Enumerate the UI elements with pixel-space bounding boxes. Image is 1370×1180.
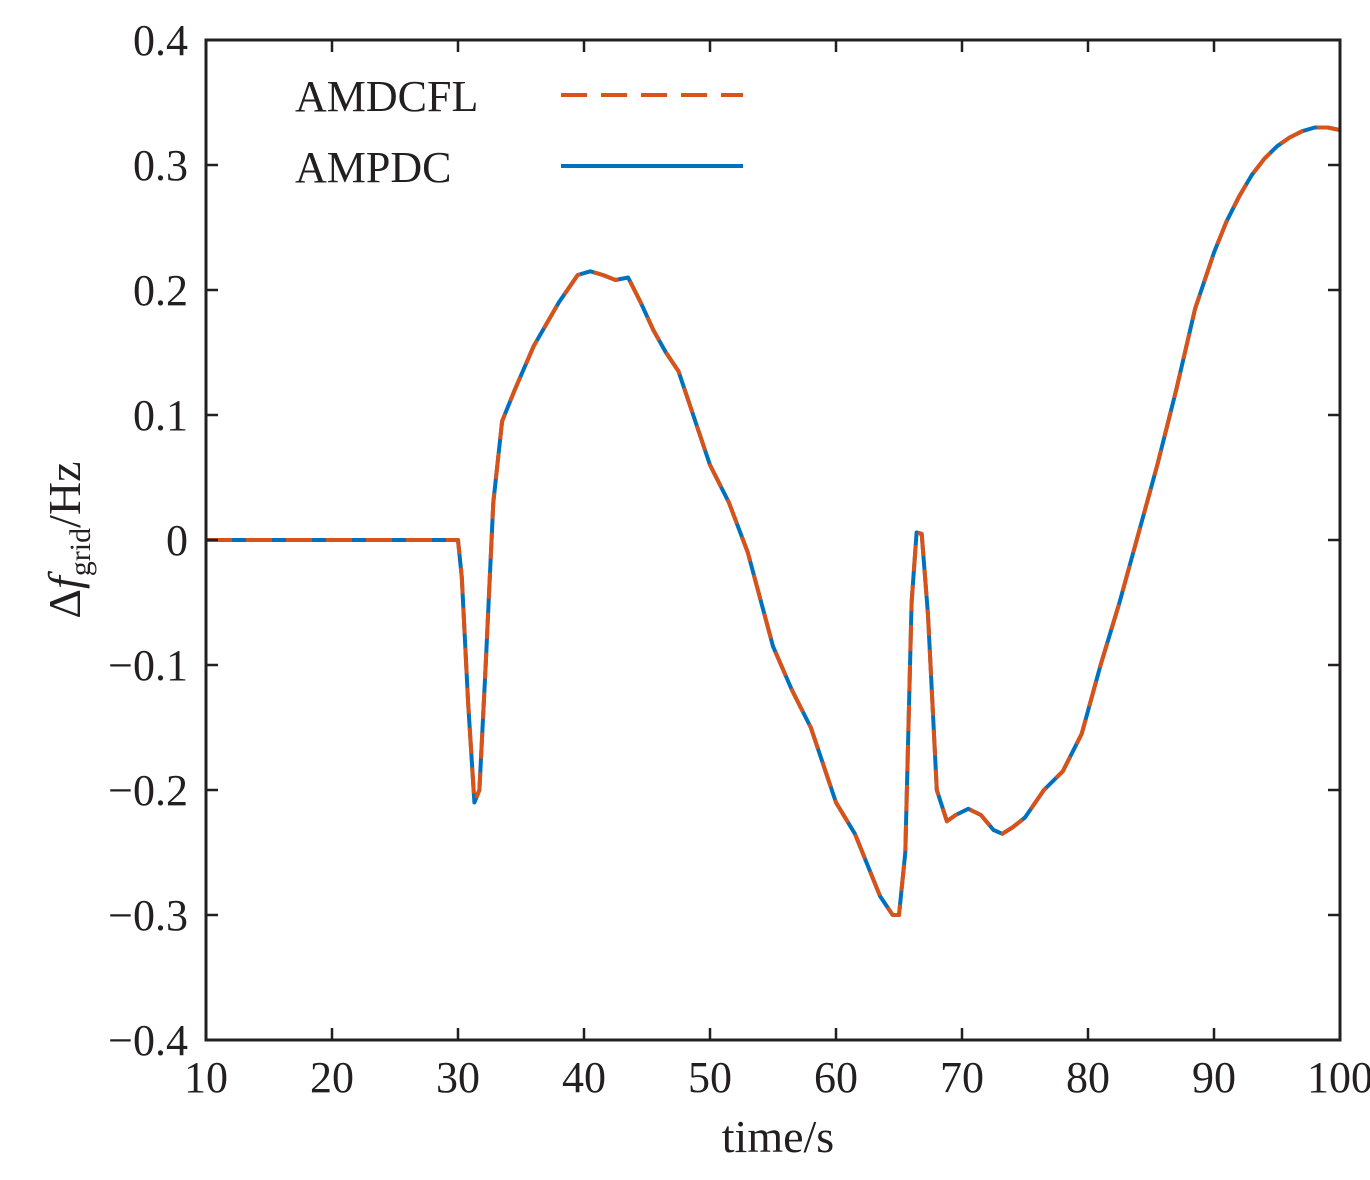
x-tick-label: 100 bbox=[1307, 1053, 1370, 1102]
plot-frame bbox=[204, 38, 1342, 1042]
y-tick-label: −0.2 bbox=[108, 766, 188, 815]
x-tick-label: 50 bbox=[688, 1053, 732, 1102]
y-tick-label: 0.1 bbox=[133, 391, 188, 440]
series-line-amdcfl bbox=[206, 125, 1341, 917]
tick-labels: 10 20 30 40 50 60 70 80 90 100 0.4 0.3 0.2 0.1 0 −0.1 −0… bbox=[108, 16, 1370, 1102]
y-tick-label: 0.3 bbox=[133, 141, 188, 190]
x-tick-label: 40 bbox=[562, 1053, 606, 1102]
y-tick-label: −0.4 bbox=[108, 1016, 188, 1065]
y-axis-title-suffix: /Hz bbox=[39, 461, 90, 527]
x-tick-label: 20 bbox=[310, 1053, 354, 1102]
x-tick-label: 30 bbox=[436, 1053, 480, 1102]
y-tick-label: 0.2 bbox=[133, 266, 188, 315]
legend-label: AMDCFL bbox=[295, 72, 478, 121]
y-axis-title-prefix: Δ bbox=[39, 589, 90, 619]
x-tick-label: 70 bbox=[940, 1053, 984, 1102]
y-tick-label: −0.3 bbox=[108, 891, 188, 940]
x-tick-label: 10 bbox=[184, 1053, 228, 1102]
x-tick-label: 90 bbox=[1192, 1053, 1236, 1102]
plot-lines bbox=[206, 125, 1341, 917]
x-tick-label: 60 bbox=[814, 1053, 858, 1102]
x-tick-label: 80 bbox=[1066, 1053, 1110, 1102]
y-tick-label: 0.4 bbox=[133, 16, 188, 65]
legend-label: AMPDC bbox=[295, 143, 452, 192]
y-tick-label: 0 bbox=[166, 516, 188, 565]
x-axis-title: time/s bbox=[722, 1111, 834, 1162]
legend: AMDCFL AMPDC bbox=[295, 72, 743, 192]
y-tick-label: −0.1 bbox=[108, 641, 188, 690]
y-axis-title-subscript: grid bbox=[64, 528, 97, 576]
